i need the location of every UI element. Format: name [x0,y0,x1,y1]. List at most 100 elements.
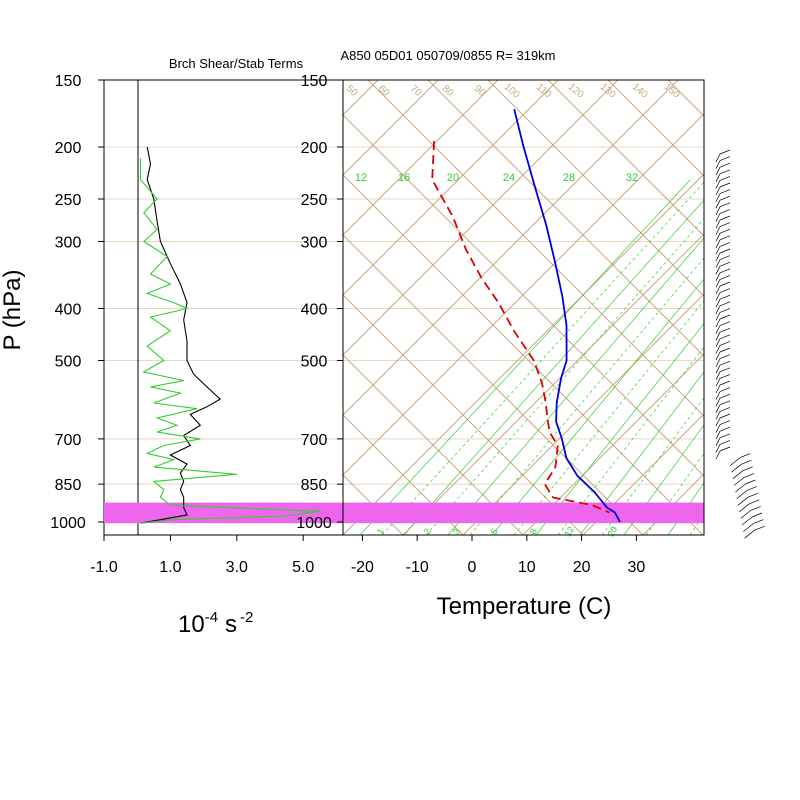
wind-barb-shaft-9 [715,213,721,222]
wind-barb-shaft-25 [715,318,721,328]
isotherm-line--4 [343,80,559,296]
mixing-line-6 [491,278,704,535]
adiabat-line-8 [367,80,704,417]
wind-barb-shaft-30 [715,351,721,361]
wind-barb-shaft-53 [739,503,750,513]
isotherm-line--3 [343,80,619,356]
isotherm-line-0 [343,173,704,535]
wind-barb-flag-24 [719,308,731,313]
wind-barb-flag-55 [751,512,763,518]
wind-barbs [715,149,765,539]
wind-barb-flag-56 [753,519,764,524]
wind-barb-shaft-54 [740,510,751,519]
wind-barb-flag-41 [719,420,731,425]
mixing-line-14 [667,482,704,535]
wind-barb-flag-11 [719,222,731,227]
adiabat-line-2 [343,414,464,535]
wind-barb-shaft-45 [715,450,721,460]
wind-barb-flag-27 [719,327,731,333]
right-ytick-label-200: 200 [301,140,328,157]
wind-barb-flag-1 [719,156,731,161]
wind-barb-shaft-14 [715,246,721,255]
mixing-line-17 [734,180,800,535]
wind-barb-shaft-33 [715,371,721,380]
wind-barb-flag-18 [719,268,731,274]
wind-barb-flag-34 [719,374,731,379]
adiabat-label-50: 50 [344,83,360,99]
wind-barb-shaft-3 [715,173,721,182]
mixing-top-label-28: 28 [563,172,575,184]
mixing-top-label-24: 24 [503,172,515,184]
wind-barb-shaft-10 [715,219,721,229]
wind-barb-shaft-11 [715,226,721,235]
right-highlight-band [343,502,704,524]
wind-barb-shaft-21 [715,292,721,301]
wind-barb-shaft-7 [715,200,721,209]
right-isobar-grid [343,146,704,523]
wind-barb-shaft-2 [715,167,721,176]
right-xtick-label--10: -10 [406,559,429,576]
wind-barb-shaft-8 [715,206,721,215]
adiabat-label-80: 80 [440,83,456,99]
wind-barb-shaft-4 [715,180,721,189]
isotherm-line-2 [462,293,704,535]
wind-barb-flag-2 [719,162,731,168]
wind-barb-shaft-16 [715,259,721,268]
wind-barb-flag-53 [749,499,760,505]
mixing-line-9 [557,346,704,535]
isotherm-line--5 [343,80,499,236]
left-ytick-label-150: 150 [55,73,82,90]
wind-barb-flag-40 [719,413,731,419]
isotherm-line-7 [763,80,800,535]
mixing-top-label-32: 32 [626,172,638,184]
isotherm-line--2 [343,80,679,416]
mixing-line-3 [425,218,704,535]
isotherm-line-5 [642,473,704,535]
adiabat-line-15 [788,80,800,535]
adiabat-line-9 [427,80,704,357]
mixing-bottom-label-20: 20 [606,525,620,539]
wind-barb-flag-4 [719,176,731,181]
wind-barb-shaft-13 [715,239,721,248]
wind-barb-shaft-32 [715,365,721,374]
wind-barb-flag-48 [742,466,753,472]
adiabat-label-130: 130 [598,82,618,101]
right-ytick-label-150: 150 [301,73,328,90]
adiabat-line-7 [343,114,704,477]
mixing-line-10 [579,371,704,535]
adiabat-label-100: 100 [502,82,522,101]
wind-barb-flag-32 [719,360,731,366]
wind-barb-shaft-55 [741,516,753,526]
wind-barb-shaft-43 [715,437,721,446]
wind-barb-flag-35 [719,380,731,386]
mixing-top-label-20: 20 [447,172,459,184]
isotherm-line-4 [582,413,704,535]
skewt-series-line-0 [513,108,621,523]
left-ytick-label-850: 850 [55,477,82,494]
right-x-tick-labels: -20 -10 0 10 20 30 [351,535,645,576]
wind-barb-flag-8 [719,202,731,208]
isotherm-line-1 [402,233,704,535]
isotherm-line-3 [522,353,704,535]
right-ytick-label-250: 250 [301,192,328,209]
adiabat-line-5 [343,234,644,535]
adiabat-label-140: 140 [630,82,650,101]
left-y-tick-labels: 150 200 250 300 400 500 700 850 1000 [50,73,104,532]
mixing-top-label-12: 12 [355,172,367,184]
wind-barb-flag-7 [719,195,731,201]
wind-barb-shaft-5 [715,186,721,196]
wind-barb-flag-12 [719,228,731,234]
wind-barb-flag-30 [719,347,731,353]
right-ytick-label-300: 300 [301,234,328,251]
isotherm-line--9 [0,80,258,535]
wind-barb-flag-43 [719,433,731,439]
wind-barb-flag-49 [743,473,755,478]
wind-barb-shaft-41 [715,424,721,433]
wind-barb-flag-28 [719,334,731,340]
wind-barb-shaft-46 [729,457,741,466]
wind-barb-shaft-22 [715,299,721,308]
wind-barb-flag-14 [719,242,731,247]
isotherm-line--1 [343,113,704,476]
mixing-bottom-label-3: 3 [451,527,462,536]
